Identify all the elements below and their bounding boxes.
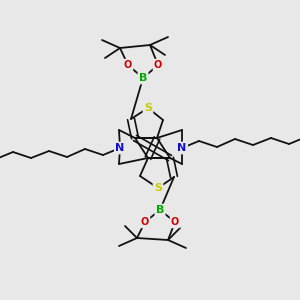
Text: N: N — [116, 143, 124, 153]
Text: O: O — [154, 60, 162, 70]
Text: O: O — [124, 60, 132, 70]
Text: B: B — [139, 73, 147, 83]
Text: N: N — [177, 143, 187, 153]
Text: S: S — [144, 103, 152, 113]
Text: O: O — [171, 217, 179, 227]
Text: B: B — [156, 205, 164, 215]
Text: O: O — [141, 217, 149, 227]
Text: S: S — [154, 183, 162, 193]
